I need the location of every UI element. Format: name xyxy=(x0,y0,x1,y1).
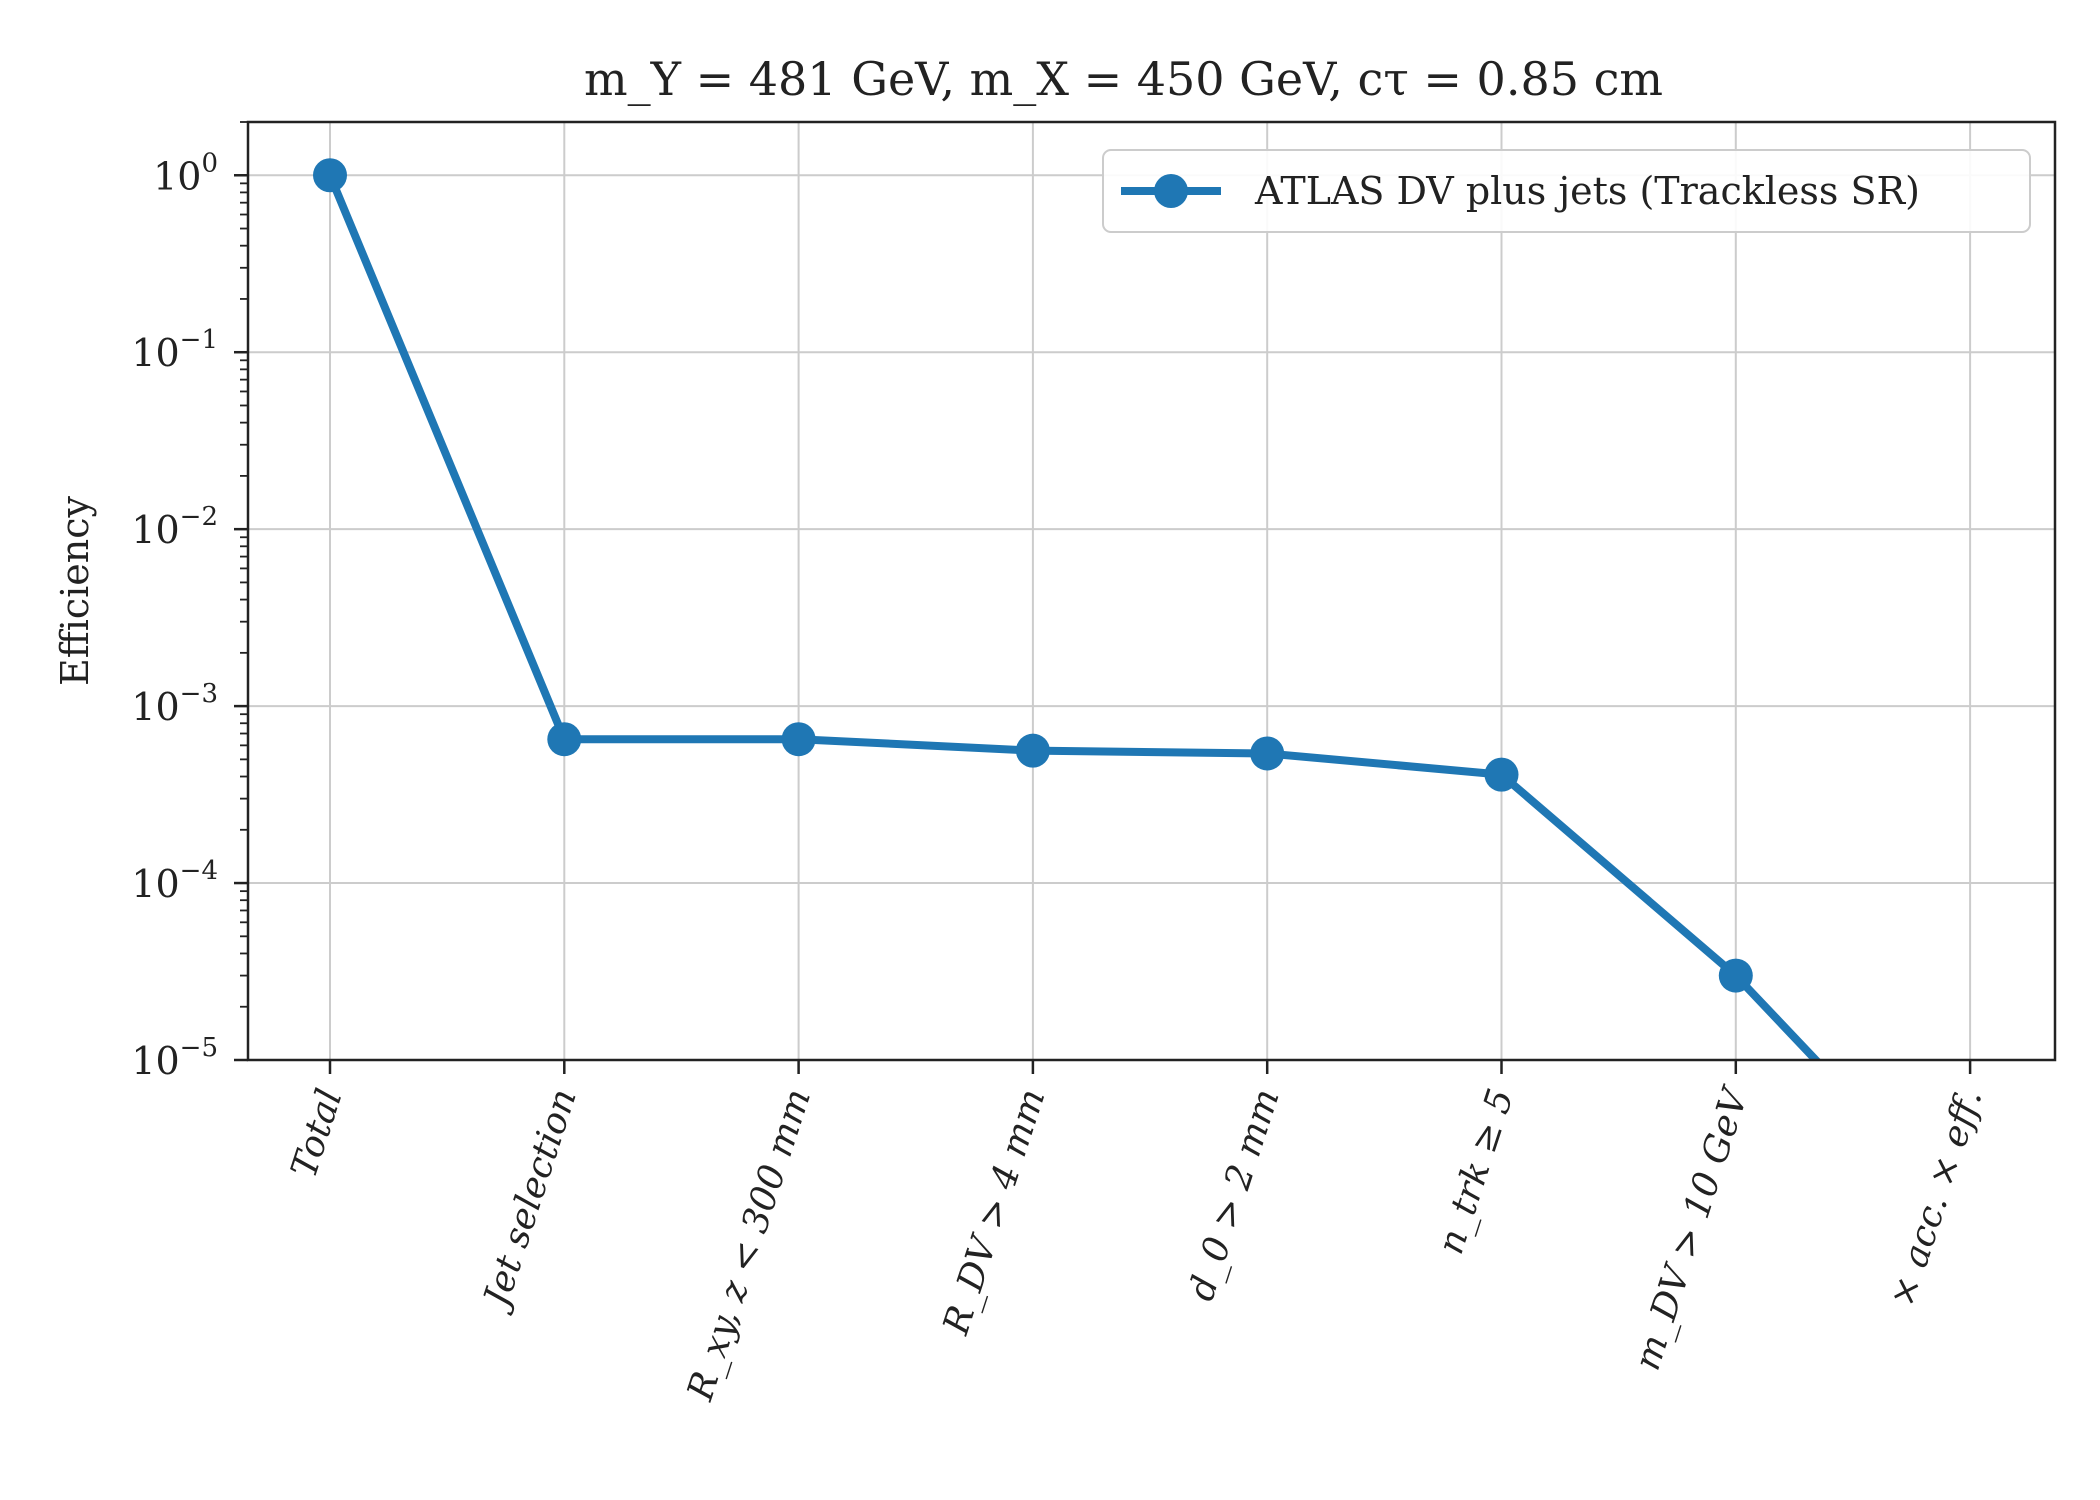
data-point xyxy=(1250,736,1285,771)
legend-label: ATLAS DV plus jets (Trackless SR) xyxy=(1254,169,1920,213)
chart-title: m_Y = 481 GeV, m_X = 450 GeV, cτ = 0.85 … xyxy=(584,52,1663,106)
y-tick-label: 10−1 xyxy=(131,325,218,375)
data-point xyxy=(1484,757,1519,792)
data-point xyxy=(781,722,816,757)
legend: ATLAS DV plus jets (Trackless SR) xyxy=(1102,149,2031,233)
y-tick-label: 10−5 xyxy=(131,1033,218,1083)
y-axis: 100 10−1 10−2 10−3 10−4 10−5 xyxy=(131,121,248,1083)
y-tick-label: 10−4 xyxy=(131,856,218,906)
y-tick-label: 10−2 xyxy=(131,502,218,552)
grid xyxy=(248,122,2055,1061)
y-tick-label: 10−3 xyxy=(131,679,218,729)
data-point xyxy=(547,722,582,757)
plot-frame xyxy=(246,120,2057,1062)
y-tick-label: 100 xyxy=(153,148,218,198)
series-group xyxy=(313,158,1822,1060)
legend-box xyxy=(1102,149,2031,233)
series-layer xyxy=(313,158,1822,1060)
data-point xyxy=(1015,733,1050,768)
legend-point-marker xyxy=(1154,174,1188,208)
y-axis-label: Efficiency xyxy=(53,495,97,686)
data-point xyxy=(313,158,347,193)
data-point xyxy=(1718,958,1753,993)
series-line xyxy=(326,173,1822,1060)
